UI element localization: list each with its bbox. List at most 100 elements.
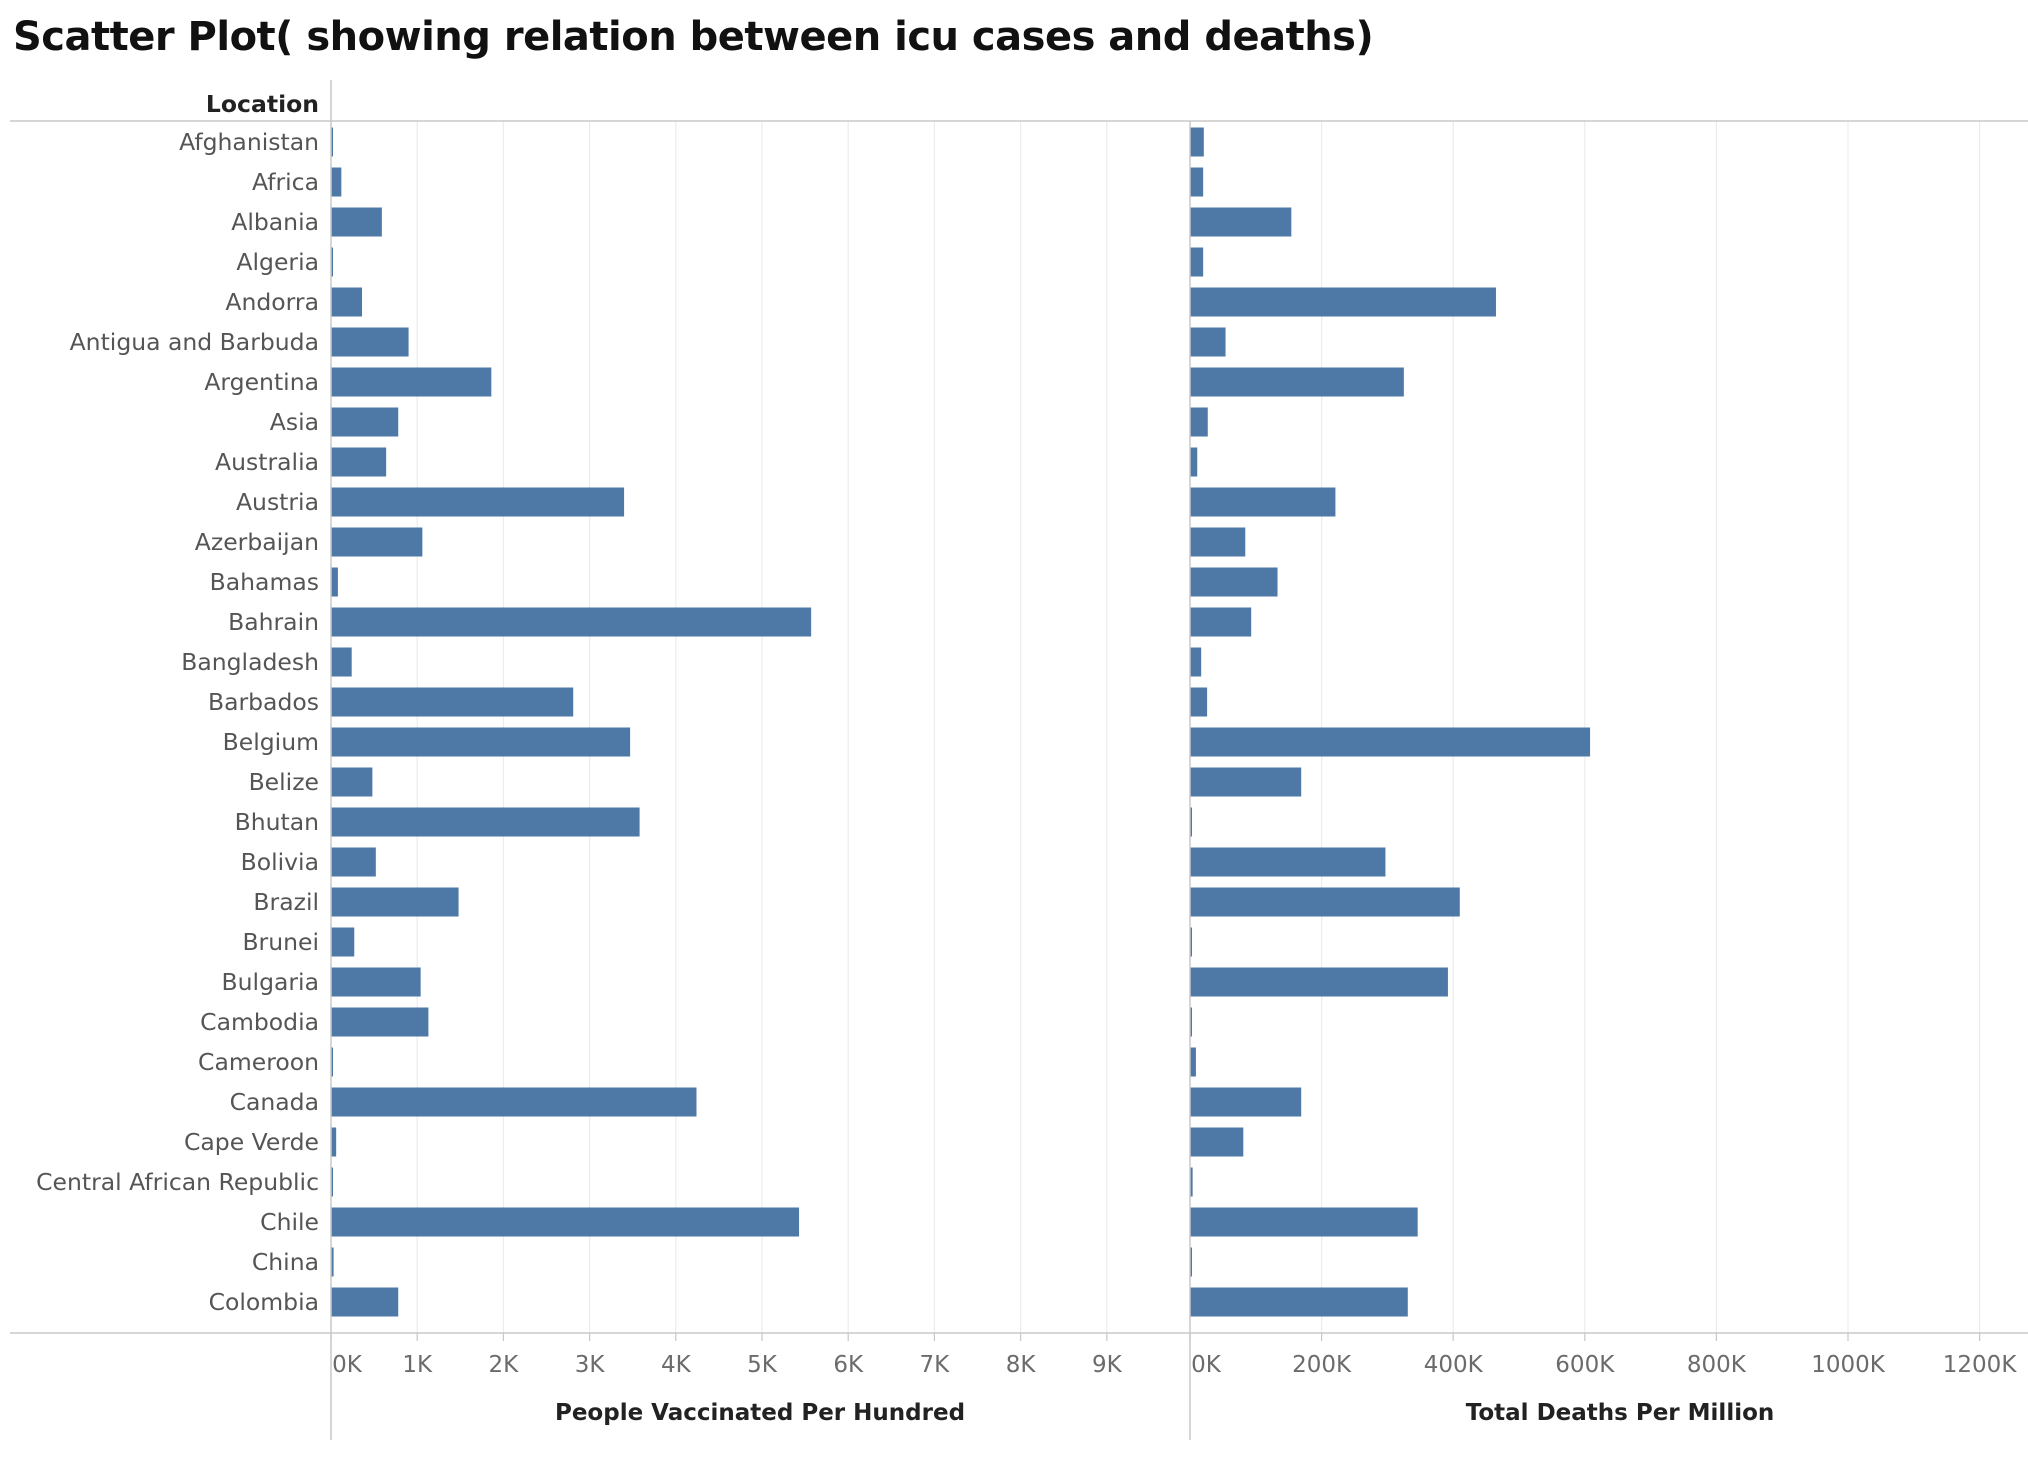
row-label-bolivia: Bolivia xyxy=(241,848,319,876)
x-tick-label: 8K xyxy=(1006,1352,1037,1378)
bar-vaccinated-andorra[interactable] xyxy=(331,287,363,317)
bar-vaccinated-cameroon[interactable] xyxy=(331,1047,333,1077)
bar-vaccinated-chile[interactable] xyxy=(331,1207,800,1237)
bar-deaths-colombia[interactable] xyxy=(1190,1287,1408,1317)
bar-deaths-central-african-republic[interactable] xyxy=(1190,1167,1193,1197)
row-label-afghanistan: Afghanistan xyxy=(179,128,319,156)
row-label-brunei: Brunei xyxy=(242,928,319,956)
bar-vaccinated-bahrain[interactable] xyxy=(331,607,812,637)
bar-vaccinated-belgium[interactable] xyxy=(331,727,631,757)
x-tick-label: 1K xyxy=(402,1352,433,1378)
bar-deaths-belize[interactable] xyxy=(1190,767,1302,797)
bar-deaths-chile[interactable] xyxy=(1190,1207,1418,1237)
bar-deaths-barbados[interactable] xyxy=(1190,687,1208,717)
row-label-andorra: Andorra xyxy=(225,288,319,316)
bar-deaths-azerbaijan[interactable] xyxy=(1190,527,1246,557)
row-label-barbados: Barbados xyxy=(208,688,319,716)
x-tick-label: 400K xyxy=(1424,1352,1484,1378)
row-label-belgium: Belgium xyxy=(223,728,319,756)
row-label-antigua-and-barbuda: Antigua and Barbuda xyxy=(70,328,319,356)
bar-deaths-cambodia[interactable] xyxy=(1190,1007,1192,1037)
bar-vaccinated-afghanistan[interactable] xyxy=(331,127,333,157)
row-label-albania: Albania xyxy=(231,208,319,236)
bar-vaccinated-azerbaijan[interactable] xyxy=(331,527,423,557)
bar-deaths-china[interactable] xyxy=(1190,1247,1192,1277)
bar-vaccinated-brunei[interactable] xyxy=(331,927,355,957)
bar-vaccinated-bulgaria[interactable] xyxy=(331,967,421,997)
row-label-asia: Asia xyxy=(270,408,319,436)
bar-deaths-bahrain[interactable] xyxy=(1190,607,1252,637)
bar-deaths-antigua-and-barbuda[interactable] xyxy=(1190,327,1226,357)
frame-layer: Location xyxy=(10,80,2028,1440)
bar-deaths-cameroon[interactable] xyxy=(1190,1047,1196,1077)
bar-vaccinated-central-african-republic[interactable] xyxy=(331,1167,333,1197)
bar-deaths-brazil[interactable] xyxy=(1190,887,1460,917)
bar-deaths-canada[interactable] xyxy=(1190,1087,1302,1117)
bar-vaccinated-china[interactable] xyxy=(331,1247,334,1277)
bar-deaths-belgium[interactable] xyxy=(1190,727,1591,757)
bar-vaccinated-canada[interactable] xyxy=(331,1087,697,1117)
x-tick-label: 0K xyxy=(1191,1352,1222,1378)
x-tick-label: 1000K xyxy=(1811,1352,1886,1378)
bar-deaths-bahamas[interactable] xyxy=(1190,567,1278,597)
bar-vaccinated-belize[interactable] xyxy=(331,767,373,797)
row-label-bahamas: Bahamas xyxy=(210,568,319,596)
row-label-azerbaijan: Azerbaijan xyxy=(195,528,319,556)
bar-vaccinated-australia[interactable] xyxy=(331,447,387,477)
row-label-canada: Canada xyxy=(230,1088,319,1116)
x-tick-label: 600K xyxy=(1555,1352,1615,1378)
bar-vaccinated-bhutan[interactable] xyxy=(331,807,640,837)
bar-deaths-argentina[interactable] xyxy=(1190,367,1404,397)
row-label-argentina: Argentina xyxy=(204,368,319,396)
row-label-china: China xyxy=(252,1248,319,1276)
bar-vaccinated-asia[interactable] xyxy=(331,407,399,437)
bar-deaths-cape-verde[interactable] xyxy=(1190,1127,1244,1157)
row-label-central-african-republic: Central African Republic xyxy=(36,1168,319,1196)
bar-deaths-andorra[interactable] xyxy=(1190,287,1496,317)
bar-vaccinated-colombia[interactable] xyxy=(331,1287,399,1317)
x-axis-title-total-deaths: Total Deaths Per Million xyxy=(1466,1400,1775,1426)
row-label-chile: Chile xyxy=(260,1208,319,1236)
row-label-cambodia: Cambodia xyxy=(200,1008,319,1036)
bar-deaths-afghanistan[interactable] xyxy=(1190,127,1204,157)
bar-deaths-bulgaria[interactable] xyxy=(1190,967,1448,997)
row-header-label: Location xyxy=(206,90,319,118)
row-label-algeria: Algeria xyxy=(236,248,319,276)
bar-deaths-albania[interactable] xyxy=(1190,207,1292,237)
x-tick-label: 1200K xyxy=(1943,1352,2018,1378)
bar-layer xyxy=(331,127,1591,1317)
bar-deaths-algeria[interactable] xyxy=(1190,247,1204,277)
bar-deaths-africa[interactable] xyxy=(1190,167,1204,197)
bar-vaccinated-bolivia[interactable] xyxy=(331,847,376,877)
row-label-brazil: Brazil xyxy=(253,888,319,916)
bar-vaccinated-bangladesh[interactable] xyxy=(331,647,352,677)
x-tick-label: 5K xyxy=(747,1352,778,1378)
row-label-austria: Austria xyxy=(236,488,319,516)
bar-vaccinated-cambodia[interactable] xyxy=(331,1007,429,1037)
bar-deaths-bhutan[interactable] xyxy=(1190,807,1192,837)
x-tick-label: 6K xyxy=(833,1352,864,1378)
bar-deaths-australia[interactable] xyxy=(1190,447,1198,477)
bar-deaths-bolivia[interactable] xyxy=(1190,847,1386,877)
bar-vaccinated-bahamas[interactable] xyxy=(331,567,338,597)
bar-vaccinated-algeria[interactable] xyxy=(331,247,333,277)
bar-vaccinated-austria[interactable] xyxy=(331,487,625,517)
bar-vaccinated-argentina[interactable] xyxy=(331,367,492,397)
bar-deaths-austria[interactable] xyxy=(1190,487,1336,517)
x-tick-label: 4K xyxy=(661,1352,692,1378)
label-layer: Afghanistan Africa Albania Algeria Andorra An… xyxy=(36,128,319,1316)
bar-deaths-brunei[interactable] xyxy=(1190,927,1192,957)
chart-title: Scatter Plot( showing relation between i… xyxy=(13,14,1374,60)
bar-deaths-asia[interactable] xyxy=(1190,407,1208,437)
bar-vaccinated-barbados[interactable] xyxy=(331,687,574,717)
bar-vaccinated-antigua-and-barbuda[interactable] xyxy=(331,327,409,357)
x-tick-label: 0K xyxy=(332,1352,363,1378)
bar-vaccinated-africa[interactable] xyxy=(331,167,342,197)
bar-deaths-bangladesh[interactable] xyxy=(1190,647,1202,677)
bar-vaccinated-cape-verde[interactable] xyxy=(331,1127,337,1157)
row-label-bulgaria: Bulgaria xyxy=(222,968,319,996)
bar-vaccinated-brazil[interactable] xyxy=(331,887,459,917)
x-tick-label: 2K xyxy=(489,1352,520,1378)
bar-vaccinated-albania[interactable] xyxy=(331,207,382,237)
